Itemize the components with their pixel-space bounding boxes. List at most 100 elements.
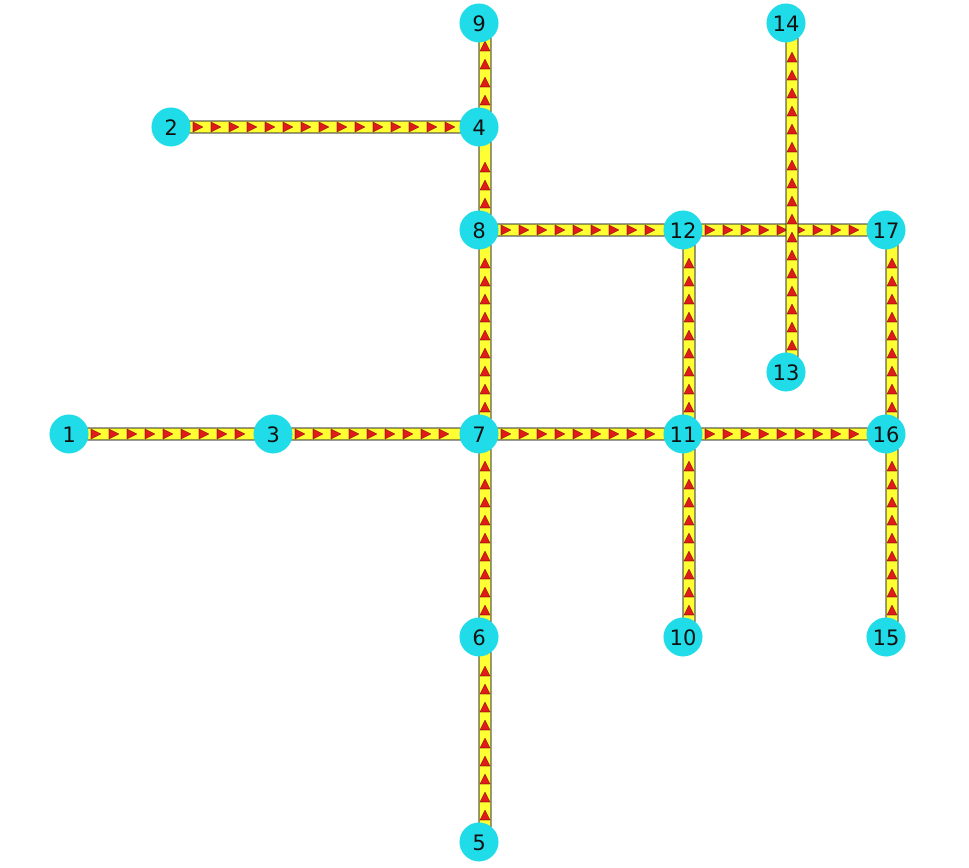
arrow-icon [683, 383, 695, 395]
arrow-icon [786, 285, 798, 297]
edge-8-12 [478, 223, 684, 237]
arrow-icon [683, 329, 695, 341]
arrow-icon [282, 121, 294, 133]
arrow-icon [786, 339, 798, 351]
arrow-icon [848, 224, 860, 236]
node-14[interactable]: 14 [766, 3, 806, 43]
node-3[interactable]: 3 [253, 414, 293, 454]
arrow-icon [683, 347, 695, 359]
arrow-icon [740, 224, 752, 236]
node-label: 3 [266, 423, 279, 447]
node-8[interactable]: 8 [459, 210, 499, 250]
node-circle[interactable] [459, 414, 499, 454]
arrow-icon [216, 428, 228, 440]
node-label: 1 [62, 423, 75, 447]
node-circle[interactable] [866, 617, 906, 657]
arrow-icon [644, 224, 656, 236]
node-11[interactable]: 11 [663, 414, 703, 454]
arrow-icon [786, 249, 798, 261]
node-label: 12 [670, 219, 697, 243]
node-1[interactable]: 1 [49, 414, 89, 454]
arrow-icon [372, 121, 384, 133]
arrow-icon [479, 40, 491, 52]
arrow-icon [554, 428, 566, 440]
node-label: 5 [472, 831, 485, 855]
arrow-icon [786, 213, 798, 225]
node-6[interactable]: 6 [459, 617, 499, 657]
edge-7-8 [478, 229, 492, 435]
arrow-icon [776, 224, 788, 236]
edge-12-17 [682, 223, 887, 237]
arrow-icon [554, 224, 566, 236]
arrow-icon [336, 121, 348, 133]
node-circle[interactable] [459, 210, 499, 250]
arrow-icon [886, 568, 898, 580]
arrow-icon [479, 401, 491, 413]
arrow-icon [812, 224, 824, 236]
node-circle[interactable] [253, 414, 293, 454]
edge-5-6 [478, 636, 492, 843]
arrow-icon [180, 428, 192, 440]
edge-6-7 [478, 433, 492, 638]
edge-1-3 [68, 427, 274, 441]
arrow-icon [786, 159, 798, 171]
node-5[interactable]: 5 [459, 822, 499, 862]
arrow-icon [683, 311, 695, 323]
arrow-icon [312, 428, 324, 440]
node-circle[interactable] [459, 107, 499, 147]
edge-2-4 [170, 120, 480, 134]
node-label: 8 [472, 219, 485, 243]
node-16[interactable]: 16 [866, 414, 906, 454]
arrow-icon [886, 550, 898, 562]
arrow-icon [518, 428, 530, 440]
arrow-icon [786, 267, 798, 279]
node-circle[interactable] [151, 107, 191, 147]
arrow-icon [479, 58, 491, 70]
arrow-icon [126, 428, 138, 440]
node-circle[interactable] [459, 822, 499, 862]
arrow-icon [886, 401, 898, 413]
arrow-icon [479, 791, 491, 803]
node-label: 7 [472, 423, 485, 447]
arrow-icon [479, 275, 491, 287]
node-17[interactable]: 17 [866, 210, 906, 250]
arrow-icon [886, 311, 898, 323]
arrow-icon [886, 275, 898, 287]
node-10[interactable]: 10 [663, 617, 703, 657]
arrow-icon [479, 161, 491, 173]
arrow-icon [479, 347, 491, 359]
arrow-icon [683, 532, 695, 544]
node-15[interactable]: 15 [866, 617, 906, 657]
node-circle[interactable] [866, 210, 906, 250]
arrow-icon [479, 179, 491, 191]
node-7[interactable]: 7 [459, 414, 499, 454]
node-circle[interactable] [766, 3, 806, 43]
node-circle[interactable] [766, 352, 806, 392]
node-label: 17 [873, 219, 900, 243]
edge-3-7 [272, 427, 480, 441]
node-circle[interactable] [663, 210, 703, 250]
arrow-icon [830, 428, 842, 440]
node-12[interactable]: 12 [663, 210, 703, 250]
node-13[interactable]: 13 [766, 352, 806, 392]
arrow-icon [479, 719, 491, 731]
arrow-icon [444, 121, 456, 133]
arrow-icon [479, 496, 491, 508]
node-circle[interactable] [866, 414, 906, 454]
node-4[interactable]: 4 [459, 107, 499, 147]
node-circle[interactable] [663, 414, 703, 454]
node-circle[interactable] [663, 617, 703, 657]
arrow-icon [886, 496, 898, 508]
arrow-icon [479, 365, 491, 377]
node-2[interactable]: 2 [151, 107, 191, 147]
node-circle[interactable] [49, 414, 89, 454]
arrow-icon [479, 665, 491, 677]
node-circle[interactable] [459, 3, 499, 43]
node-circle[interactable] [459, 617, 499, 657]
arrow-icon [786, 105, 798, 117]
arrow-icon [234, 428, 246, 440]
node-label: 6 [472, 626, 485, 650]
node-label: 2 [164, 116, 177, 140]
node-9[interactable]: 9 [459, 3, 499, 43]
